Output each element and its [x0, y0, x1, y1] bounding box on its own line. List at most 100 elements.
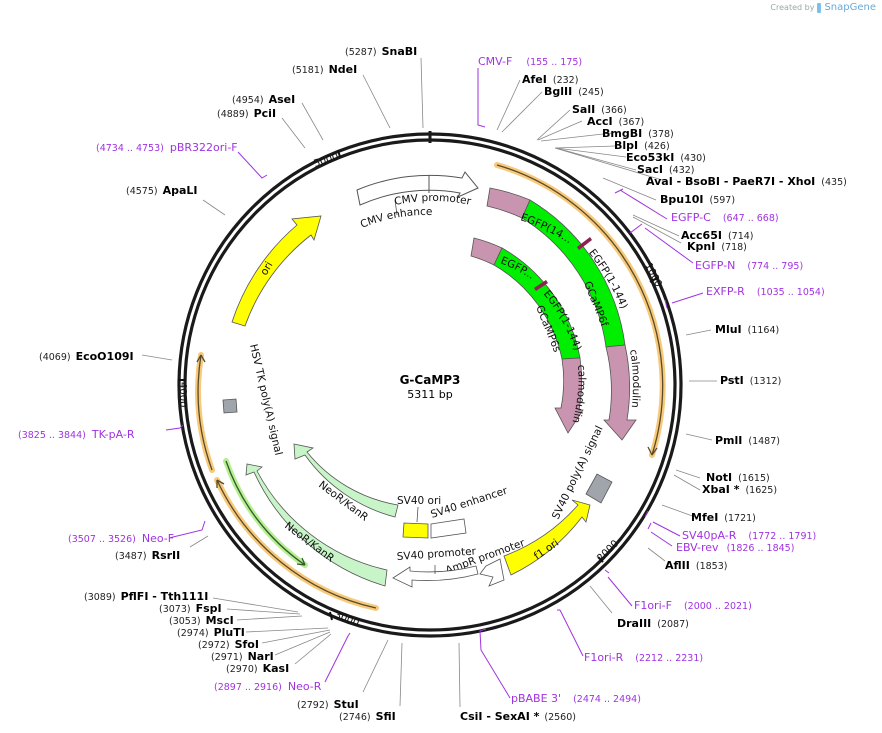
primer-f1ori-f: F1ori-F — [634, 599, 672, 612]
primer-tk-pa-r: TK-pA-R — [91, 428, 135, 441]
svg-text:EGFP-C(647 .. 668): EGFP-C (647 .. 668) — [671, 211, 779, 224]
svg-text:AvaI - BsoBI - PaeR7I -: AvaI - BsoBI - PaeR7I - XhoI (435) — [646, 175, 847, 188]
created-by-text: Created by — [770, 3, 815, 12]
enzyme-pflfi-tth111i: PflFI - Tth111I — [121, 590, 209, 603]
svg-text:(3507 .. 3526)Neo-F: (3507 .. 3526) Neo-F — [68, 532, 174, 545]
svg-text:XbaI *(1625): XbaI * (1625) — [702, 483, 777, 496]
svg-text:Acc65I(714): Acc65I (714) — [681, 229, 754, 242]
enzyme-sfii: SfiI — [376, 710, 396, 723]
svg-text:(3487)RsrII: (3487) RsrII — [115, 549, 180, 562]
svg-text:(4954)AseI: (4954) AseI — [232, 93, 295, 106]
svg-text:(3825 .. 3844)TK-pA-R: (3825 .. 3844) TK-pA-R — [18, 428, 135, 441]
snapgene-watermark: Created by SnapGene — [770, 2, 876, 13]
enzyme-aflii: AflII — [665, 559, 690, 572]
svg-text:SalI(366): SalI (366) — [572, 103, 627, 116]
svg-text:(5287)SnaBI: (5287) SnaBI — [345, 45, 417, 58]
enzyme-pmli: PmlI — [715, 434, 742, 447]
enzyme-acci: AccI — [587, 115, 613, 128]
svg-text:(2792)StuI: (2792) StuI — [297, 698, 359, 711]
enzyme-pcii: PciI — [254, 107, 276, 120]
svg-text:(2970)KasI: (2970) KasI — [226, 662, 289, 675]
primer-pbabe-3: pBABE 3' — [511, 692, 561, 705]
svg-text:BglII(245): BglII (245) — [544, 85, 604, 98]
svg-text:EGFP-N(774 .. 795): EGFP-N (774 .. 795) — [695, 259, 803, 272]
svg-text:(3073)FspI: (3073) FspI — [159, 602, 222, 615]
tick-4000: 4000 — [177, 382, 188, 407]
svg-text:EXFP-R(1035 .. 1054): EXFP-R (1035 .. 1054) — [706, 285, 825, 298]
feature-hsv-tk-polya: HSV TK poly(A) signal — [222, 343, 284, 457]
enzyme-csii-sexai: CsiI - SexAI * — [460, 710, 540, 723]
calmodulin-6f-label: calmodulin — [627, 349, 642, 409]
svg-text:(2972)SfoI: (2972) SfoI — [198, 638, 259, 651]
ori-label: ori — [258, 260, 275, 278]
svg-text:PmlI(1487): PmlI (1487) — [715, 434, 780, 447]
svg-text:(2746)SfiI: (2746) SfiI — [339, 710, 396, 723]
primer-ebv-rev: EBV-rev — [676, 541, 719, 554]
feature-gcamp6s: EGFP... EGFP(1-144) calmodulin GCaMP6s — [470, 237, 588, 434]
feature-neor-inner: NeoR/KanR — [293, 443, 399, 524]
svg-text:AflII(1853): AflII (1853) — [665, 559, 727, 572]
enzyme-ecoo109i: EcoO109I — [76, 350, 134, 363]
enzyme-bglii: BglII — [544, 85, 572, 98]
primer-labels: CMV-F (155 .. 175) EGFP-C (647 .. 668) EGF… — [18, 55, 825, 705]
svg-text:F1ori-R(2212 .. 2231): F1ori-R (2212 .. 2231) — [584, 651, 703, 664]
svg-text:AccI(367): AccI (367) — [587, 115, 644, 128]
svg-text:(3089)PflFI - Tth111I: (3089) PflFI - Tth111I — [84, 590, 208, 603]
sv40-ori-label: SV40 ori — [397, 495, 441, 507]
enzyme-fspi: FspI — [196, 602, 222, 615]
svg-text:F1ori-F(2000 .. 2021): F1ori-F (2000 .. 2021) — [634, 599, 752, 612]
primer-egfp-n: EGFP-N — [695, 259, 735, 272]
svg-text:DraIII(2087): DraIII (2087) — [617, 617, 689, 630]
primer-cmv-f: CMV-F — [478, 55, 512, 68]
enzyme-avai-bsobi-paer7i-xhoi: AvaI - BsoBI - PaeR7I - XhoI — [646, 175, 815, 188]
enzyme-nari: NarI — [248, 650, 274, 663]
primer-leaders — [165, 68, 704, 699]
enzyme-acc65i: Acc65I — [681, 229, 722, 242]
enzyme-blpi: BlpI — [614, 139, 638, 152]
enzyme-labels: (5287) SnaBI (5181) NdeI (4954) AseI (4889)… — [39, 45, 847, 723]
svg-text:NotI(1615): NotI (1615) — [706, 471, 770, 484]
feature-ori: ori — [231, 215, 322, 327]
feature-sv40-promoter: SV40 promoter — [392, 545, 479, 588]
svg-text:CMV-F(155 .. 175): CMV-F (155 .. 175) — [478, 55, 582, 68]
enzyme-bpu10i: Bpu10I — [660, 193, 704, 206]
snapgene-logo-icon — [817, 2, 822, 13]
enzyme-draiii: DraIII — [617, 617, 651, 630]
enzyme-apali: ApaLI — [163, 184, 198, 197]
enzyme-afei: AfeI — [522, 73, 547, 86]
enzyme-rsrii: RsrII — [152, 549, 181, 562]
tick-3000: 3000 — [333, 610, 361, 630]
primer-sv40pa-r: SV40pA-R — [682, 529, 737, 542]
primer-f1ori-r: F1ori-R — [584, 651, 624, 664]
brand-name: SnapGene — [824, 2, 876, 13]
orf-arcs — [195, 162, 666, 611]
feature-sv40-ori: SV40 ori SV40 enhancer — [397, 485, 510, 539]
enzyme-saci: SacI — [637, 163, 663, 176]
hsv-tk-polya-label: HSV TK poly(A) signal — [247, 343, 284, 457]
svg-text:(4069)EcoO109I: (4069) EcoO109I — [39, 350, 134, 363]
enzyme-mlui: MluI — [715, 323, 742, 336]
svg-text:CsiI - SexAI *(2560): CsiI - SexAI * (2560) — [460, 710, 576, 723]
enzyme-asei: AseI — [269, 93, 296, 106]
primer-exfp-r: EXFP-R — [706, 285, 745, 298]
enzyme-stui: StuI — [334, 698, 359, 711]
svg-text:KpnI(718): KpnI (718) — [687, 240, 747, 253]
svg-text:(4734 .. 4753)pBR322ori-F: (4734 .. 4753) pBR322ori-F — [96, 141, 238, 154]
enzyme-sali: SalI — [572, 103, 595, 116]
enzyme-leaders — [141, 57, 717, 708]
primer-pbr322ori-f: pBR322ori-F — [170, 141, 238, 154]
svg-text:(5181)NdeI: (5181) NdeI — [292, 63, 357, 76]
plasmid-length: 5311 bp — [407, 388, 452, 401]
enzyme-pluti: PluTI — [214, 626, 245, 639]
tick-1000: 1000 — [642, 261, 663, 289]
svg-text:AfeI(232): AfeI (232) — [522, 73, 578, 86]
svg-text:SV40pA-R(1772 .. 1791): SV40pA-R (1772 .. 1791) — [682, 529, 816, 542]
svg-text:MfeI(1721): MfeI (1721) — [691, 511, 756, 524]
svg-text:(2897 .. 2916)Neo-R: (2897 .. 2916) Neo-R — [214, 680, 322, 693]
svg-text:(3053)MscI: (3053) MscI — [169, 614, 234, 627]
enzyme-ndei: NdeI — [329, 63, 358, 76]
sv40-enhancer-label: SV40 enhancer — [429, 485, 509, 521]
cmv-promoter-label: CMV promoter — [393, 192, 472, 208]
enzyme-kpni: KpnI — [687, 240, 715, 253]
svg-text:SacI(432): SacI (432) — [637, 163, 695, 176]
